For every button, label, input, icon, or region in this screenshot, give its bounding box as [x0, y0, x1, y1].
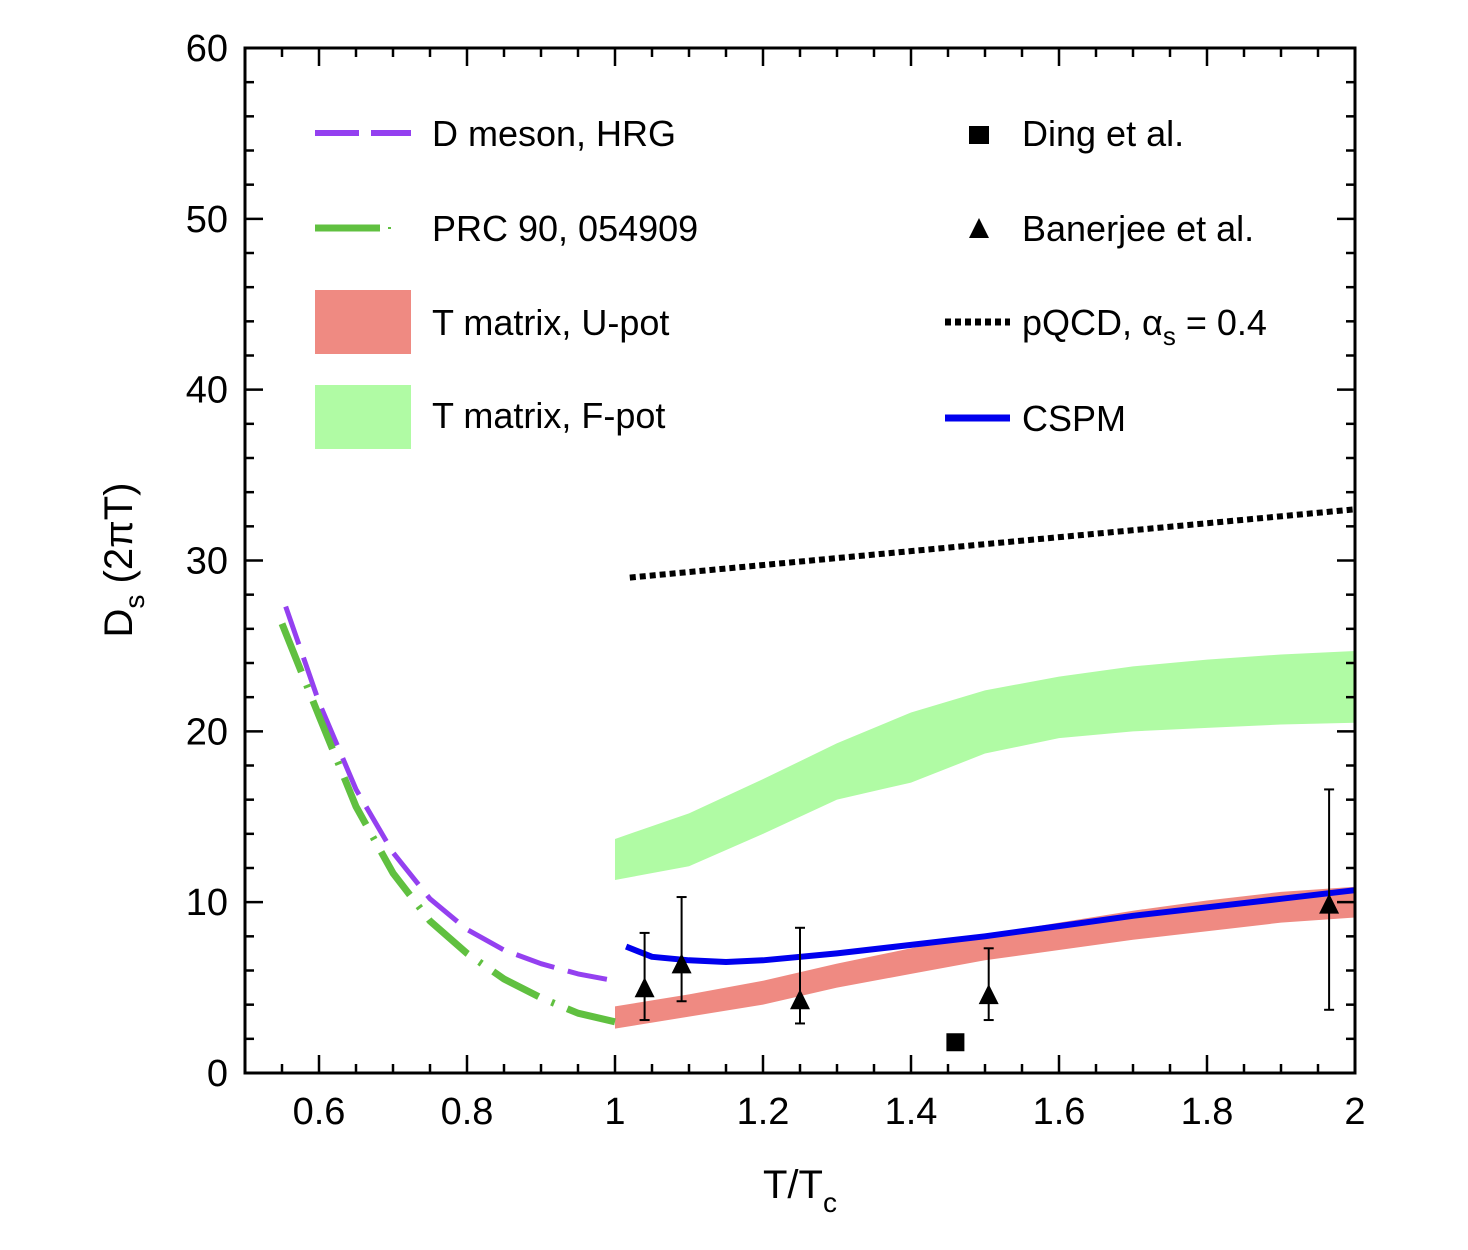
point-banerjee-et-al-3: [978, 984, 999, 1005]
markers-layer: [634, 788, 1340, 1052]
legend: D meson, HRG PRC 90, 054909 T matrix, U-…: [315, 113, 1267, 449]
x-tick-label: 1.2: [737, 1091, 790, 1133]
legend-label-prc90: PRC 90, 054909: [432, 208, 698, 249]
legend-label-t-matrix-u-pot: T matrix, U-pot: [432, 302, 669, 343]
point-banerjee-et-al-1: [671, 953, 692, 974]
y-tick-label: 30: [186, 541, 228, 583]
line-prc-90-054909: [278, 622, 616, 1026]
y-tick-label: 10: [186, 882, 228, 924]
y-tick-label: 60: [186, 28, 228, 70]
x-tick-label: 1: [604, 1091, 625, 1133]
bands-layer: [615, 651, 1355, 1029]
legend-marker-banerjee: [969, 218, 989, 238]
legend-swatch-t-matrix-u-pot: [315, 290, 411, 354]
legend-label-d-meson-hrg: D meson, HRG: [432, 113, 676, 154]
point-banerjee-et-al-2: [790, 989, 810, 1010]
y-tick-label: 20: [186, 711, 228, 753]
y-axis-title: Ds (2πT): [97, 483, 150, 638]
legend-swatch-t-matrix-f-pot: [315, 385, 411, 449]
point-banerjee-et-al-0: [634, 977, 655, 998]
y-tick-label: 50: [186, 199, 228, 241]
x-tick-label: 0.6: [293, 1091, 346, 1133]
legend-label-cspm: CSPM: [1022, 398, 1126, 439]
point-banerjee-et-al-4: [1319, 893, 1340, 914]
x-tick-label: 1.8: [1181, 1091, 1234, 1133]
band-t-matrix-f-pot: [615, 651, 1355, 880]
line-d-meson-hrg: [283, 605, 616, 984]
line-cspm: [625, 887, 1356, 965]
y-tick-label: 40: [186, 370, 228, 412]
band-t-matrix-u-pot: [615, 886, 1355, 1029]
x-tick-label: 1.4: [885, 1091, 938, 1133]
x-tick-label: 2: [1344, 1091, 1365, 1133]
y-tick-label: 0: [207, 1053, 228, 1095]
legend-label-t-matrix-f-pot: T matrix, F-pot: [432, 395, 665, 436]
x-tick-label: 1.6: [1033, 1091, 1086, 1133]
x-tick-label: 0.8: [441, 1091, 494, 1133]
legend-label-pqcd: pQCD, αs = 0.4: [1022, 302, 1267, 351]
legend-label-banerjee: Banerjee et al.: [1022, 208, 1254, 249]
legend-label-ding: Ding et al.: [1022, 113, 1184, 154]
x-axis-title: T/Tc: [763, 1163, 837, 1218]
axis-ticks: [243, 46, 1357, 1075]
lines-layer: [278, 506, 1356, 1026]
point-ding-et-al-0: [946, 1033, 965, 1052]
legend-marker-ding: [969, 126, 989, 144]
line-pqcd-alpha-s-0-4: [629, 506, 1356, 581]
